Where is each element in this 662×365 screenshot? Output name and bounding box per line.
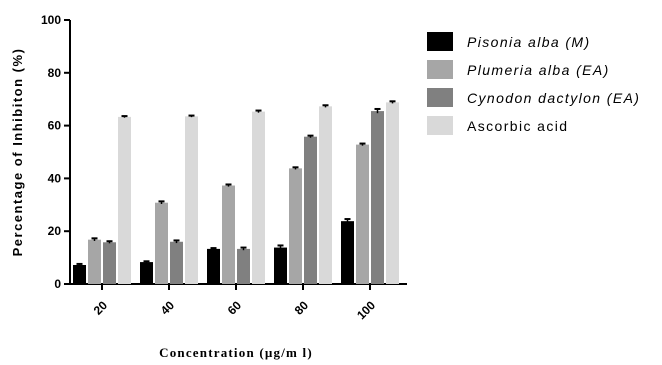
legend-swatch xyxy=(427,60,453,79)
legend-swatch xyxy=(427,88,453,107)
bar xyxy=(237,248,250,284)
x-ticks: 20 40 60 80 100 xyxy=(91,284,378,322)
bar xyxy=(155,202,168,284)
bar xyxy=(386,102,399,284)
x-axis-title: Concentration (µg/m l) xyxy=(159,345,313,360)
bar xyxy=(207,248,220,284)
legend-label: Ascorbic acid xyxy=(467,118,568,134)
y-tick-label: 0 xyxy=(54,277,61,291)
y-tick-label: 40 xyxy=(48,171,62,185)
bar xyxy=(118,116,131,284)
bar xyxy=(252,111,265,284)
x-tick-label: 20 xyxy=(91,298,111,318)
bar xyxy=(185,116,198,284)
y-ticks: 0 20 40 60 80 100 xyxy=(41,13,70,291)
y-tick-label: 20 xyxy=(48,224,62,238)
x-tick-label: 100 xyxy=(354,298,378,322)
legend-label: Cynodon dactylon (EA) xyxy=(467,90,640,106)
bar xyxy=(103,242,116,284)
y-tick-label: 60 xyxy=(48,119,62,133)
bar xyxy=(371,111,384,284)
bar xyxy=(88,239,101,284)
y-tick-label: 80 xyxy=(48,66,62,80)
bar xyxy=(170,241,183,284)
legend-label: Plumeria alba (EA) xyxy=(467,62,610,78)
legend-swatch xyxy=(427,116,453,135)
bar xyxy=(304,136,317,284)
x-tick-label: 60 xyxy=(225,298,245,318)
bar xyxy=(319,106,332,284)
bar xyxy=(341,221,354,284)
bar xyxy=(356,144,369,284)
legend-label: Pisonia alba (M) xyxy=(467,34,591,50)
x-tick-label: 40 xyxy=(158,298,178,318)
bar xyxy=(140,262,153,284)
x-tick-label: 80 xyxy=(292,298,312,318)
bars xyxy=(73,100,399,284)
legend-swatch xyxy=(427,32,453,51)
y-tick-label: 100 xyxy=(41,13,61,27)
bar xyxy=(222,185,235,284)
legend: Pisonia alba (M) Plumeria alba (EA) Cynodo… xyxy=(427,32,640,135)
y-axis-title: Percentage of Inhibiton (%) xyxy=(10,48,25,257)
bar xyxy=(274,247,287,284)
bar xyxy=(73,264,86,284)
bar xyxy=(289,168,302,284)
